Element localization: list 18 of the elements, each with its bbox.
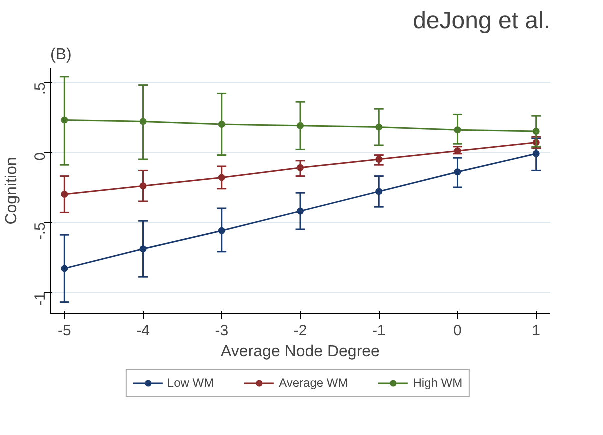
legend-label: Low WM bbox=[167, 376, 214, 390]
x-tick-label: -3 bbox=[215, 322, 229, 340]
x-tick-label: -2 bbox=[294, 322, 308, 340]
text: (B) bbox=[50, 46, 72, 64]
x-axis-title: Average Node Degree bbox=[221, 344, 380, 360]
x-tick-label: -1 bbox=[372, 322, 386, 340]
legend-label: Average WM bbox=[279, 376, 348, 390]
x-tick-label: -4 bbox=[136, 322, 150, 340]
y-axis-title: Cognition bbox=[4, 157, 20, 225]
x-tick-label: -5 bbox=[58, 322, 72, 340]
text: deJong et al. bbox=[413, 8, 550, 34]
x-tick-label: 1 bbox=[532, 322, 541, 340]
x-tick-label: 0 bbox=[454, 322, 462, 340]
y-tick-label: -.5 bbox=[32, 222, 49, 240]
y-tick-label: .5 bbox=[32, 82, 49, 96]
y-tick-label: 0 bbox=[32, 152, 49, 161]
legend-label: High WM bbox=[413, 376, 463, 390]
y-tick-label: -1 bbox=[32, 292, 49, 306]
